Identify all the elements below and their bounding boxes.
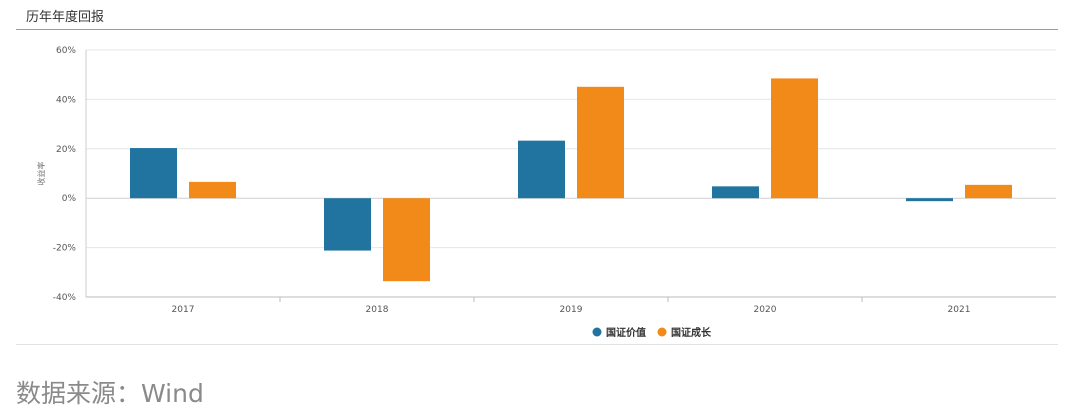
bar-2021-s2 xyxy=(965,184,1012,199)
bar-2021-s1 xyxy=(906,198,953,202)
x-tick-label: 2018 xyxy=(366,305,389,315)
bar-2019-s1 xyxy=(518,140,565,199)
bar-2018-s1 xyxy=(324,198,371,251)
bar-2017-s1 xyxy=(130,148,177,199)
x-tick-label: 2021 xyxy=(948,305,971,315)
bar-2019-s2 xyxy=(577,86,624,199)
data-source-note: 数据来源：Wind xyxy=(16,379,204,408)
legend-marker xyxy=(592,327,602,337)
title-divider xyxy=(16,29,1058,30)
x-tick-label: 2017 xyxy=(172,305,195,315)
y-tick-label: -20% xyxy=(53,244,77,254)
bar-2018-s2 xyxy=(383,198,430,282)
legend-label: 国证成长 xyxy=(671,326,712,339)
bar-2017-s2 xyxy=(189,181,236,199)
bar-2020-s2 xyxy=(771,78,818,199)
annual-return-chart: -40% -20% 0% 20% 40% 60% 收益率 2017 2018 2019 2020 20… xyxy=(36,46,1056,339)
chart-section-title: 历年年度回报 xyxy=(26,10,105,25)
legend-marker xyxy=(657,327,667,337)
y-tick-label: -40% xyxy=(53,293,77,303)
y-axis-label: 收益率 xyxy=(36,162,46,186)
y-tick-label: 0% xyxy=(62,194,77,204)
y-tick-label: 40% xyxy=(56,95,76,105)
x-tick-label: 2019 xyxy=(560,305,583,315)
chart-legend: 国证价值 国证成长 xyxy=(592,326,712,339)
y-tick-label: 60% xyxy=(56,46,76,56)
y-tick-label: 20% xyxy=(56,145,76,155)
bar-2020-s1 xyxy=(712,186,759,199)
x-tick-label: 2020 xyxy=(754,305,777,315)
legend-label: 国证价值 xyxy=(606,326,646,339)
chart-bottom-divider xyxy=(16,344,1058,345)
